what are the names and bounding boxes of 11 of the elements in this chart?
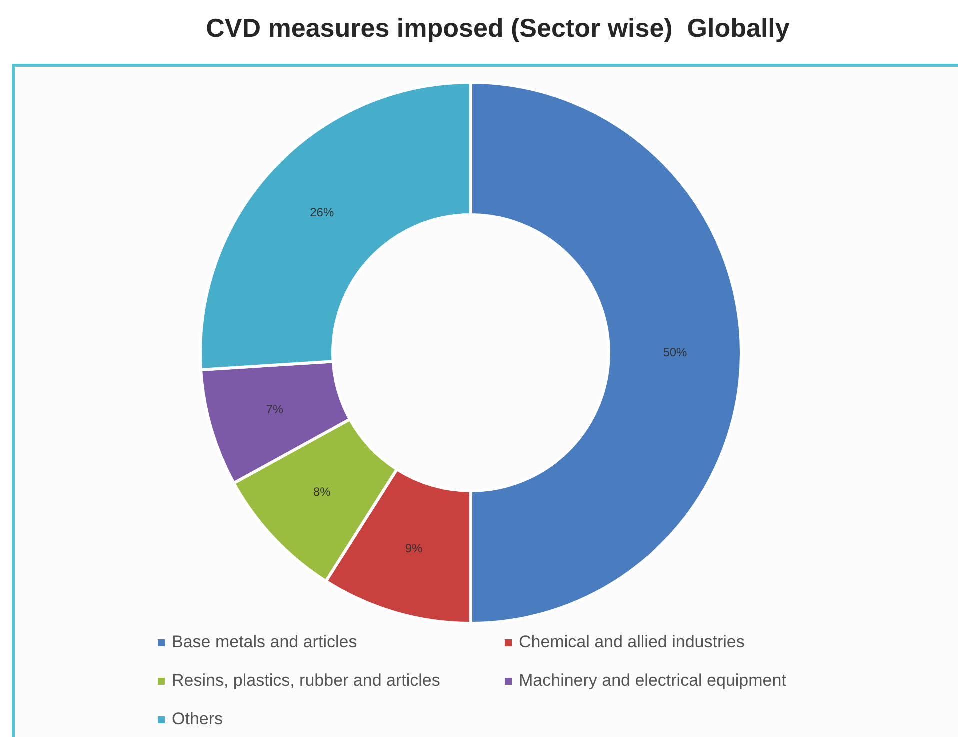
data-label: 9% — [405, 541, 424, 556]
legend-label: Chemical and allied industries — [519, 632, 745, 652]
legend-label: Base metals and articles — [172, 632, 358, 652]
chart-title: CVD measures imposed (Sector wise) Globally — [205, 12, 791, 45]
legend-label: Others — [172, 710, 224, 729]
legend-label: Machinery and electrical equipment — [519, 671, 787, 690]
data-label: 50% — [663, 345, 688, 360]
data-label: 26% — [310, 206, 334, 220]
data-label: 7% — [266, 402, 284, 416]
data-label: 8% — [313, 485, 332, 500]
legend-label: Resins, plastics, rubber and articles — [172, 671, 440, 690]
